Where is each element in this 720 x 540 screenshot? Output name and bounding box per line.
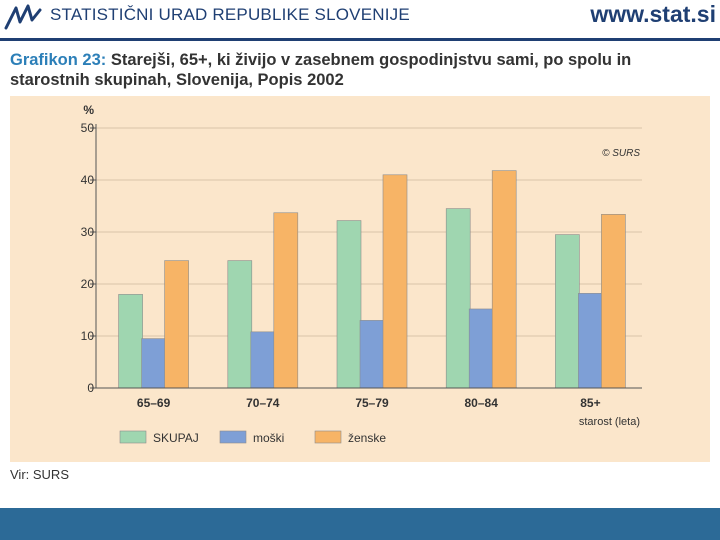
bar-enske-2 <box>382 174 408 389</box>
y-tick-label: 40 <box>81 173 95 187</box>
surs-logo-icon <box>4 4 42 30</box>
bar-skupaj-1 <box>227 260 253 389</box>
y-tick-label: 20 <box>81 277 95 291</box>
bar-enske-0 <box>164 260 189 389</box>
chart-title: Grafikon 23: Starejši, 65+, ki živijo v … <box>10 50 700 90</box>
y-tick-label: 50 <box>81 121 95 135</box>
bar-enske-1 <box>273 212 299 389</box>
legend-label: ženske <box>348 431 386 445</box>
bar-skupaj-2 <box>336 220 362 389</box>
y-tick-label: 30 <box>81 225 95 239</box>
x-tick-label: 80–84 <box>465 396 499 410</box>
x-tick-label: 75–79 <box>355 396 389 410</box>
bar-moki-2 <box>359 320 385 389</box>
y-tick-label: 0 <box>87 381 94 395</box>
bar-moki-3 <box>468 308 494 389</box>
legend-label: moški <box>253 431 284 445</box>
bar-moki-0 <box>141 338 166 389</box>
bar-moki-1 <box>250 331 276 389</box>
source-note: Vir: SURS <box>10 467 69 482</box>
copyright-note: © SURS <box>602 148 640 159</box>
legend-swatch <box>314 430 342 444</box>
x-tick-label: 85+ <box>580 396 600 410</box>
website-link[interactable]: www.stat.si <box>590 1 716 27</box>
y-tick-label: 10 <box>81 329 95 343</box>
bar-enske-4 <box>601 214 626 389</box>
legend-swatch <box>219 430 247 444</box>
chart-title-label: Grafikon 23: <box>10 51 107 69</box>
organization-name: STATISTIČNI URAD REPUBLIKE SLOVENIJE <box>50 5 410 24</box>
bar-skupaj-0 <box>118 294 143 389</box>
legend-label: SKUPAJ <box>153 431 199 445</box>
legend-swatch <box>119 430 147 444</box>
bar-skupaj-4 <box>555 234 580 389</box>
bar-enske-3 <box>491 170 517 389</box>
bar-skupaj-3 <box>445 208 471 389</box>
x-tick-label: 70–74 <box>246 396 280 410</box>
chart-title-text: Starejši, 65+, ki živijo v zasebnem gosp… <box>10 51 632 89</box>
footer-bar <box>0 508 720 540</box>
bar-chart: 0 10 20 30 40 50% © SURS 65–69 70–74 75–79 80–84 85… <box>81 103 642 445</box>
x-tick-label: 65–69 <box>137 396 171 410</box>
y-axis-label: % <box>83 103 94 117</box>
x-axis-label: starost (leta) <box>579 416 640 428</box>
header: STATISTIČNI URAD REPUBLIKE SLOVENIJE www… <box>0 0 720 36</box>
bar-moki-4 <box>578 293 603 389</box>
header-divider <box>0 38 720 41</box>
